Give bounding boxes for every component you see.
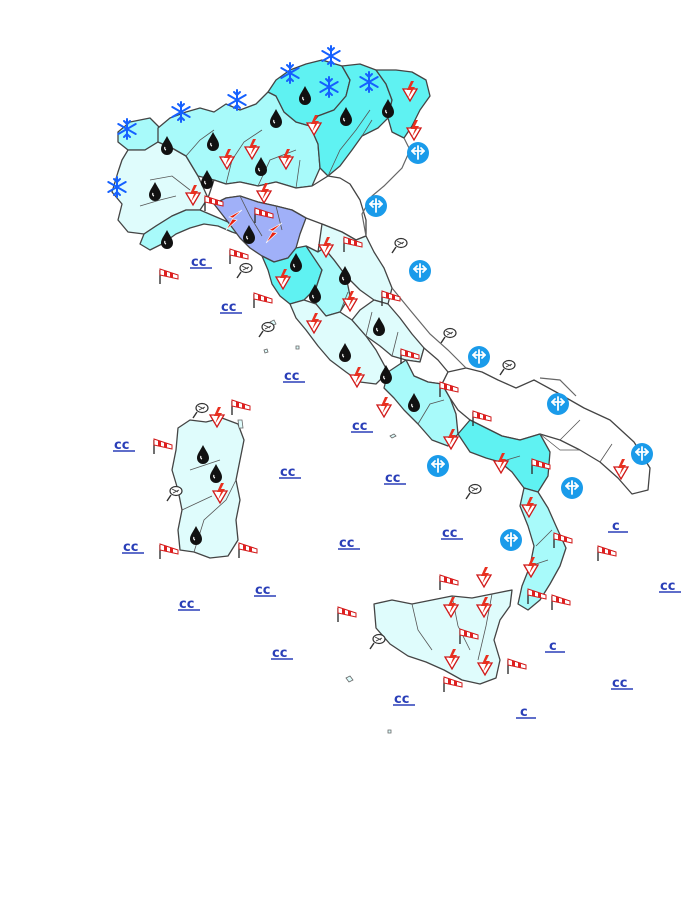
region-friuli [375,69,431,139]
sea-state-label: cc [190,255,212,270]
sea-state-text: cc [114,438,129,453]
sea-state-label: cc [351,419,373,434]
fog-icon [465,483,482,500]
sea-state-text: c [520,705,528,720]
sea-state-text: cc [221,300,236,315]
windsock-icon [443,676,463,693]
sea-state-text: cc [394,692,409,707]
region-calabria [517,487,567,611]
strong-wind-icon [630,442,654,466]
sea-state-text: cc [352,419,367,434]
strong-wind-icon [467,345,491,369]
fog-icon [499,359,516,376]
fog-icon [440,327,457,344]
fog-icon [369,633,386,650]
sea-state-text: cc [255,583,270,598]
sea-state-text: cc [284,369,299,384]
sea-state-label: cc [611,676,633,691]
region-sicilia [373,589,513,685]
fog-icon [258,321,275,338]
thunderstorm-icon [376,396,392,418]
sea-state-label: cc [283,369,305,384]
sea-state-label: c [545,639,565,654]
windsock-icon [238,542,258,559]
sea-state-text: cc [272,646,287,661]
strong-wind-icon [546,392,570,416]
windsock-icon [337,606,357,623]
sea-state-label: cc [338,536,360,551]
fog-icon [391,237,408,254]
sea-state-text: cc [385,471,400,486]
sea-state-label: c [608,519,628,534]
sea-state-label: cc [271,646,293,661]
sea-state-text: cc [660,579,675,594]
windsock-icon [229,248,249,265]
sea-state-label: cc [441,526,463,541]
strong-wind-icon [560,476,584,500]
fog-icon [236,262,253,279]
sea-state-text: c [549,639,557,654]
windsock-icon [153,438,173,455]
region-sardegna [171,417,245,559]
windsock-icon [159,268,179,285]
sea-state-text: cc [179,597,194,612]
fog-icon [192,402,209,419]
strong-wind-icon [364,194,388,218]
sea-state-label: cc [254,583,276,598]
sea-state-label: cc [113,438,135,453]
strong-wind-icon [499,528,523,552]
sea-state-text: cc [123,540,138,555]
windsock-icon [507,658,527,675]
small-islands [237,319,397,734]
sea-state-label: cc [122,540,144,555]
windsock-icon [597,545,617,562]
strong-wind-icon [406,141,430,165]
sea-state-label: cc [659,579,681,594]
sea-state-label: cc [279,465,301,480]
sea-state-label: c [516,705,536,720]
windsock-icon [253,292,273,309]
windsock-icon [159,543,179,560]
sea-state-text: cc [612,676,627,691]
sea-state-label: cc [384,471,406,486]
sea-state-label: cc [178,597,200,612]
sea-state-text: cc [191,255,206,270]
strong-wind-icon [408,259,432,283]
sea-state-text: cc [339,536,354,551]
windsock-icon [231,399,251,416]
thunderstorm-icon [476,566,492,588]
region-basilicata [457,419,551,493]
windsock-icon [551,594,571,611]
region-layer [111,59,651,685]
sea-state-text: cc [442,526,457,541]
sea-state-text: c [612,519,620,534]
sea-state-labels: cc cc cc cc cc cc cc cc cc cc cc cc cc c… [113,255,681,720]
sea-state-label: cc [393,692,415,707]
sea-state-label: cc [220,300,242,315]
windsock-icon [439,574,459,591]
strong-wind-icon [426,454,450,478]
sea-state-text: cc [280,465,295,480]
